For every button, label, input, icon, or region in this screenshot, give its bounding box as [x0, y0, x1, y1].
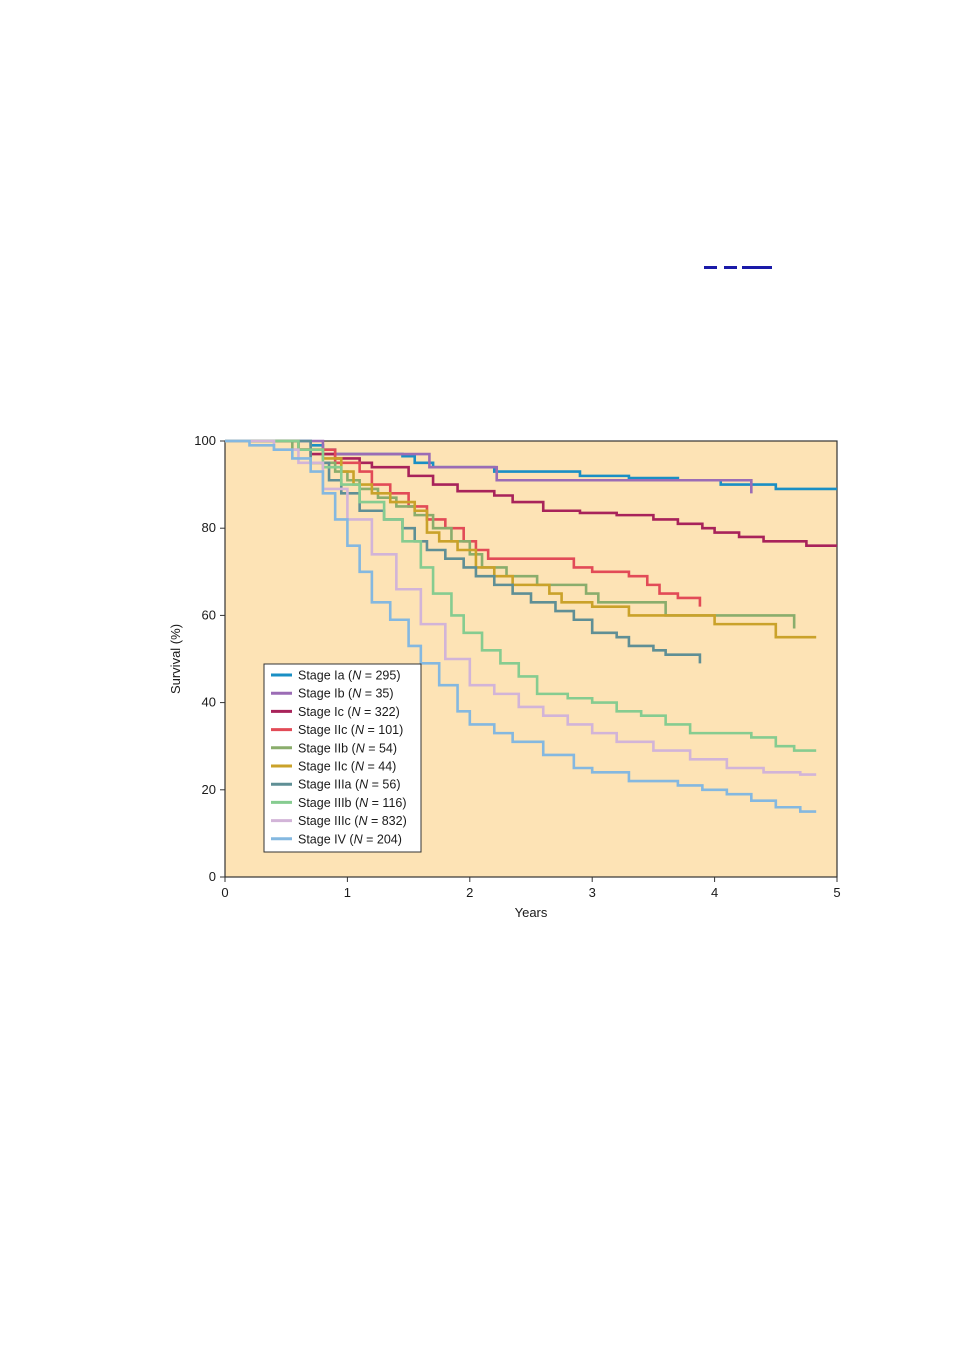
x-tick-label: 5	[833, 885, 840, 900]
x-tick-label: 3	[589, 885, 596, 900]
legend-label: Stage IV (N = 204)	[298, 832, 402, 846]
legend-label: Stage IIIc (N = 832)	[298, 814, 407, 828]
series-layer	[225, 439, 837, 813]
series-line-9	[225, 439, 817, 813]
legend-label: Stage IIb (N = 54)	[298, 741, 397, 755]
legend-label: Stage Ic (N = 322)	[298, 705, 400, 719]
legend-label: Stage IIc (N = 101)	[298, 723, 403, 737]
x-axis-label: Years	[515, 905, 548, 920]
x-tick-label: 1	[344, 885, 351, 900]
axes: 0 1 2 3 4 5 0 20 40 60 80 100	[194, 433, 840, 900]
y-tick-label: 20	[202, 782, 216, 797]
x-tick-label: 0	[221, 885, 228, 900]
legend-label: Stage IIc (N = 44)	[298, 760, 396, 774]
y-tick-label: 80	[202, 520, 216, 535]
y-tick-label: 40	[202, 695, 216, 710]
legend: Stage Ia (N = 295) Stage Ib (N = 35) Stage…	[263, 663, 422, 853]
legend-label: Stage Ib (N = 35)	[298, 687, 394, 701]
y-tick-label: 60	[202, 607, 216, 622]
x-tick-label: 2	[466, 885, 473, 900]
series-line-4	[225, 439, 796, 629]
legend-label: Stage Ia (N = 295)	[298, 669, 401, 683]
y-tick-label: 0	[209, 869, 216, 884]
top-link-underline	[704, 266, 772, 269]
y-axis-label: Survival (%)	[168, 624, 183, 694]
series-line-2	[225, 439, 837, 547]
x-tick-label: 4	[711, 885, 718, 900]
legend-label: Stage IIIb (N = 116)	[298, 796, 407, 810]
legend-label: Stage IIIa (N = 56)	[298, 778, 401, 792]
series-line-5	[225, 439, 817, 639]
y-tick-label: 100	[194, 433, 216, 448]
series-line-1	[225, 439, 753, 494]
series-line-7	[225, 439, 817, 752]
